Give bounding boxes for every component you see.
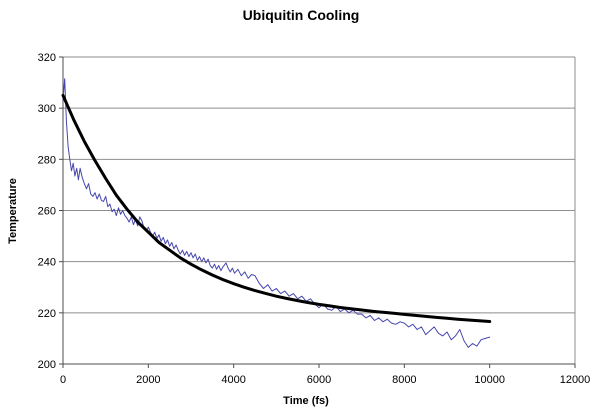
x-tick-label: 10000: [474, 374, 505, 386]
noisy-temperature-trace-line: [62, 78, 491, 348]
x-tick-label: 12000: [560, 374, 591, 386]
x-axis-tick-labels: 0 2000 4000 6000 8000 10000 12000: [60, 374, 590, 386]
y-axis-ticks: [59, 56, 63, 365]
x-axis-title: Time (fs): [283, 395, 329, 407]
y-tick-label: 280: [38, 154, 56, 166]
smooth-cooling-fit-line: [61, 93, 492, 323]
x-tick-label: 6000: [307, 374, 331, 386]
chart-title: Ubiquitin Cooling: [243, 7, 360, 23]
y-tick-label: 200: [38, 359, 56, 371]
y-axis-title: Temperature: [7, 178, 19, 244]
y-tick-label: 320: [38, 52, 56, 64]
data-series-lines: [61, 78, 492, 348]
y-tick-label: 240: [38, 257, 56, 269]
x-tick-label: 2000: [136, 374, 160, 386]
y-tick-label: 220: [38, 308, 56, 320]
x-tick-label: 8000: [392, 374, 416, 386]
x-tick-label: 4000: [221, 374, 245, 386]
y-tick-label: 260: [38, 206, 56, 218]
x-axis-ticks: [62, 364, 576, 368]
y-axis-tick-labels: 200 220 240 260 280 300 320: [38, 52, 56, 371]
horizontal-gridlines: [63, 56, 575, 314]
y-tick-label: 300: [38, 103, 56, 115]
x-tick-label: 0: [60, 374, 66, 386]
